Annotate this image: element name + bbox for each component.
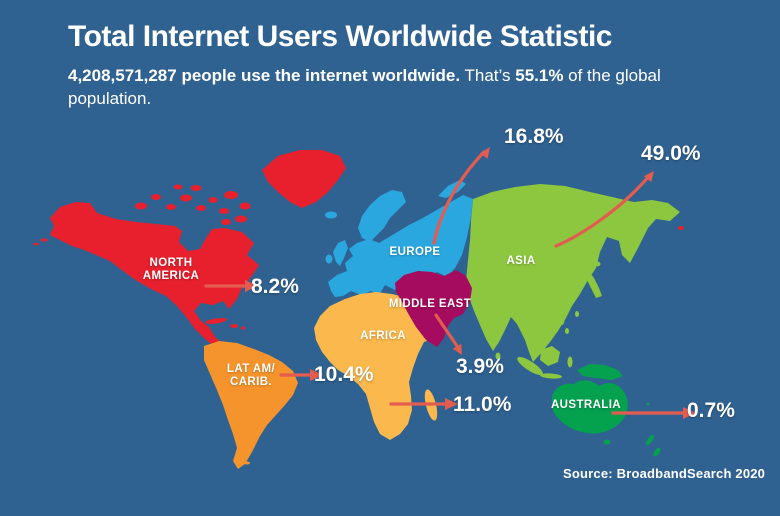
region-asia	[466, 184, 680, 379]
value-europe: 16.8%	[504, 125, 564, 148]
label-middle-east: MIDDLE EAST	[388, 298, 472, 310]
value-north-america: 8.2%	[251, 275, 299, 298]
subtitle-tail: of the global population.	[68, 66, 661, 108]
value-latam-carib: 10.4%	[314, 363, 374, 386]
subtitle-users-count: 4,208,571,287 people use the internet wo…	[68, 66, 461, 85]
subtitle-middle: That’s	[460, 66, 516, 85]
greenland	[262, 150, 346, 208]
region-north-america	[33, 150, 684, 347]
value-australia: 0.7%	[687, 399, 735, 422]
region-latam-carib	[204, 341, 298, 469]
value-asia: 49.0%	[641, 142, 701, 165]
label-australia: AUSTRALIA	[550, 399, 622, 411]
philippines	[559, 315, 565, 325]
arrow-europe	[432, 150, 486, 245]
label-europe: EUROPE	[389, 246, 441, 258]
cuba	[205, 318, 227, 324]
europe-mainland	[328, 195, 473, 297]
great-britain	[333, 240, 348, 266]
sri-lanka	[495, 352, 501, 360]
japan	[586, 270, 602, 298]
value-middle-east: 3.9%	[456, 355, 504, 378]
south-america	[204, 341, 298, 469]
label-latam-carib: LAT AM/CARIB.	[226, 363, 276, 388]
new-zealand-north	[645, 434, 655, 446]
arrow-asia	[554, 174, 651, 248]
scandinavia	[358, 190, 406, 242]
label-north-america: NORTH AMERICA	[142, 257, 200, 282]
page-title: Total Internet Users Worldwide Statistic	[68, 20, 613, 53]
australia-continent	[552, 380, 628, 434]
north-america-mainland	[50, 202, 259, 347]
label-asia: ASIA	[506, 255, 536, 267]
taiwan	[575, 311, 579, 317]
asia-mainland	[466, 184, 680, 362]
label-africa: AFRICA	[360, 330, 406, 342]
new-zealand-south	[653, 447, 661, 457]
sumatra	[517, 357, 543, 375]
iceland	[325, 211, 337, 219]
ireland	[325, 254, 333, 264]
sulawesi	[567, 356, 573, 368]
new-guinea	[577, 364, 623, 380]
callout-arrows	[204, 150, 685, 415]
borneo	[540, 346, 560, 366]
source-credit: Source: BroadbandSearch 2020	[563, 466, 766, 481]
java	[540, 373, 562, 379]
region-australia	[552, 364, 661, 457]
subtitle: 4,208,571,287 people use the internet wo…	[68, 64, 668, 110]
tasmania	[603, 439, 611, 445]
value-africa: 11.0%	[453, 393, 512, 416]
subtitle-percent: 55.1%	[515, 66, 564, 85]
callout-arrowheads	[245, 147, 696, 419]
region-middle-east	[395, 270, 472, 347]
middle-east-landmass	[395, 270, 472, 347]
